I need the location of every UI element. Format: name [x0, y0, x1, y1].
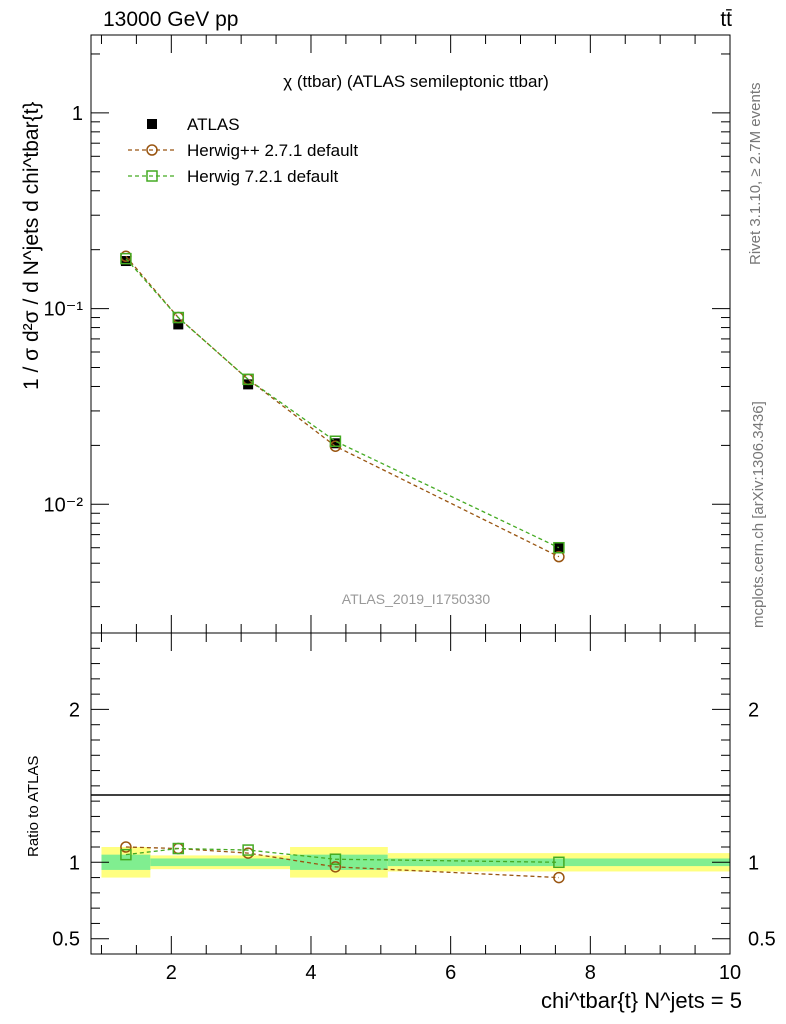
x-tick-label: 4 — [305, 962, 316, 984]
ratio-series-layer — [120, 841, 565, 884]
ratio-stat-band — [387, 858, 730, 867]
ratio-series-line — [125, 847, 559, 863]
ratio-data-point — [242, 844, 254, 856]
data-point — [553, 550, 565, 563]
main-panel: 1 10⁻¹ 10⁻² χ (ttbar) (ATLAS semileptonic … — [20, 34, 731, 634]
ratio-y-tick-label: 2 — [69, 699, 80, 721]
ratio-data-point — [329, 861, 342, 873]
ratio-y-tick-label: 0.5 — [52, 929, 80, 951]
series-line — [125, 258, 560, 549]
main-title: χ (ttbar) (ATLAS semileptonic ttbar) — [283, 72, 549, 91]
x-tick-label: 2 — [166, 962, 177, 984]
data-point — [329, 435, 342, 447]
ratio-y-tick-label: 2 — [748, 699, 759, 721]
ratio-y-tick-label: 1 — [69, 852, 80, 874]
x-tick-label: 10 — [719, 962, 741, 984]
legend-marker — [146, 170, 158, 182]
main-axis-ticks: 1 10⁻¹ 10⁻² — [44, 35, 731, 633]
main-y-tick-label: 1 — [72, 103, 83, 125]
ratio-y-tick-label: 1 — [748, 852, 759, 874]
series-line — [125, 255, 560, 558]
ratio-axis-ticks: 2 4 6 8 10 2 2 1 1 0.5 0.5 — [52, 632, 776, 984]
main-series-layer — [120, 250, 565, 563]
ratio-stat-band — [101, 854, 151, 870]
ratio-data-point — [329, 853, 342, 865]
x-tick-label: 8 — [585, 962, 596, 984]
data-point — [242, 373, 254, 386]
ratio-stat-band — [290, 854, 388, 870]
ratio-stat-band — [150, 858, 291, 867]
main-y-axis-label: 1 / σ d²σ / d N^jets d chi^tbar{t} — [20, 102, 43, 390]
ratio-y-tick-label: 0.5 — [748, 929, 776, 951]
ratio-y-axis-label: Ratio to ATLAS — [25, 756, 42, 857]
legend: ATLAS Herwig++ 2.7.1 default Herwig 7.2.1 … — [128, 115, 358, 186]
data-point — [120, 252, 132, 265]
analysis-watermark: ATLAS_2019_I1750330 — [342, 591, 491, 607]
data-point — [172, 311, 185, 324]
rivet-label: Rivet 3.1.10, ≥ 2.7M events — [747, 83, 764, 266]
legend-marker — [147, 119, 157, 129]
ratio-panel: 2 4 6 8 10 2 2 1 1 0.5 0.5 Ratio to ATLAS chi^tbar… — [25, 632, 776, 1013]
ratio-uncertainty-bands — [101, 847, 730, 878]
energy-label: 13000 GeV pp — [103, 8, 238, 31]
ratio-data-point — [553, 856, 565, 869]
ratio-data-point — [553, 871, 565, 884]
mcplots-label: mcplots.cern.ch [arXiv:1306.3436] — [750, 401, 767, 628]
main-y-tick-label: 10⁻¹ — [44, 299, 84, 321]
data-point — [330, 438, 341, 449]
ratio-data-point — [172, 842, 185, 855]
legend-label: Herwig 7.2.1 default — [187, 167, 338, 186]
main-y-tick-label: 10⁻² — [44, 494, 84, 516]
ratio-frame — [90, 632, 731, 955]
ratio-data-point — [120, 848, 132, 861]
data-point — [173, 319, 184, 330]
legend-label: Herwig++ 2.7.1 default — [187, 141, 358, 160]
legend-marker — [146, 144, 158, 156]
data-point — [553, 541, 565, 554]
legend-label: ATLAS — [187, 115, 240, 134]
x-tick-label: 6 — [445, 962, 456, 984]
process-label: tt̄ — [720, 8, 732, 31]
ratio-series-line — [125, 846, 559, 879]
ratio-data-point — [120, 841, 132, 853]
x-axis-label: chi^tbar{t} N^jets = 5 — [541, 988, 742, 1013]
